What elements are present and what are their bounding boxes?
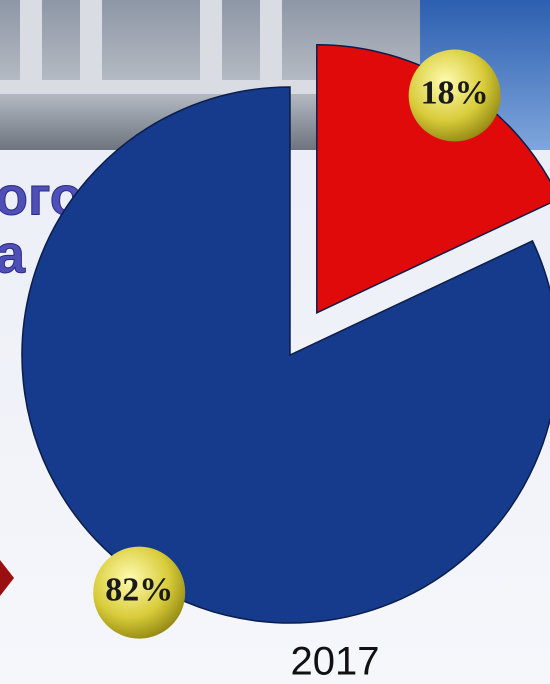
chart: оговых а 18%82% 2017 [0, 0, 550, 684]
page: оговых а 18%82% 2017 (() => { const data… [0, 0, 550, 684]
data-label: 82% [105, 571, 173, 608]
background-text: а [0, 224, 26, 284]
x-axis-label: 2017 [291, 640, 380, 684]
data-label: 18% [421, 74, 489, 111]
